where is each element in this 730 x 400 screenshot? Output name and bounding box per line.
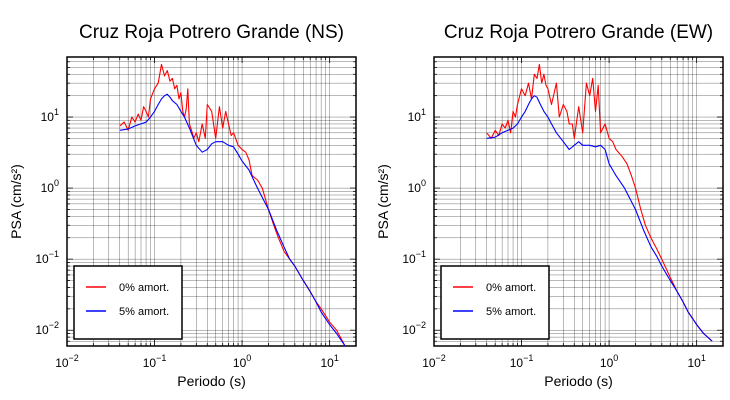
y-tick-label: 10−1: [402, 249, 426, 266]
legend: 0% amort. 5% amort.: [440, 265, 550, 340]
chart-title: Cruz Roja Potrero Grande (NS): [79, 22, 344, 43]
y-tick-label: 100: [41, 178, 59, 195]
x-tick-label: 10−1: [143, 353, 167, 370]
legend-label: 5% amort.: [119, 306, 169, 318]
x-tick-label: 10−1: [510, 353, 534, 370]
x-tick-label: 10−2: [55, 353, 79, 370]
series-line-damped: [119, 93, 346, 346]
legend: 0% amort. 5% amort.: [73, 265, 183, 340]
x-tick-label: 100: [600, 353, 618, 370]
x-axis-label: Periodo (s): [544, 373, 612, 389]
x-tick-label: 101: [320, 353, 338, 370]
y-tick-label: 10−2: [402, 320, 426, 337]
chart-panel-1: 10−2 10−1 100 101 10−2 10−1 100 101 Cruz Roja Po…: [8, 22, 357, 389]
tick-marks: [433, 56, 724, 347]
chart-title: Cruz Roja Potrero Grande (EW): [444, 22, 713, 43]
y-tick-label: 101: [41, 107, 59, 124]
plot-frame: [433, 56, 724, 347]
legend-box: [73, 265, 183, 340]
x-tick-label: 10−2: [422, 353, 446, 370]
y-axis-label: PSA (cm/s²): [375, 164, 391, 239]
y-tick-label: 10−2: [35, 320, 59, 337]
legend-box: [440, 265, 550, 340]
legend-label: 5% amort.: [486, 306, 536, 318]
y-tick-label: 101: [408, 107, 426, 124]
series-line-undamped: [486, 63, 713, 342]
series-line-damped: [486, 95, 713, 342]
y-tick-label: 100: [408, 178, 426, 195]
chart-panel-2: 10−2 10−1 100 101 10−2 10−1 100 101 Cruz Roja Po…: [375, 22, 724, 389]
legend-label: 0% amort.: [119, 282, 169, 294]
y-axis-label: PSA (cm/s²): [8, 164, 24, 239]
tick-marks: [66, 56, 357, 347]
y-tick-label: 10−1: [35, 249, 59, 266]
plot-frame: [66, 56, 357, 347]
x-tick-label: 101: [687, 353, 705, 370]
x-axis-label: Periodo (s): [177, 373, 245, 389]
x-tick-label: 100: [233, 353, 251, 370]
legend-label: 0% amort.: [486, 282, 536, 294]
series-line-undamped: [119, 63, 346, 346]
